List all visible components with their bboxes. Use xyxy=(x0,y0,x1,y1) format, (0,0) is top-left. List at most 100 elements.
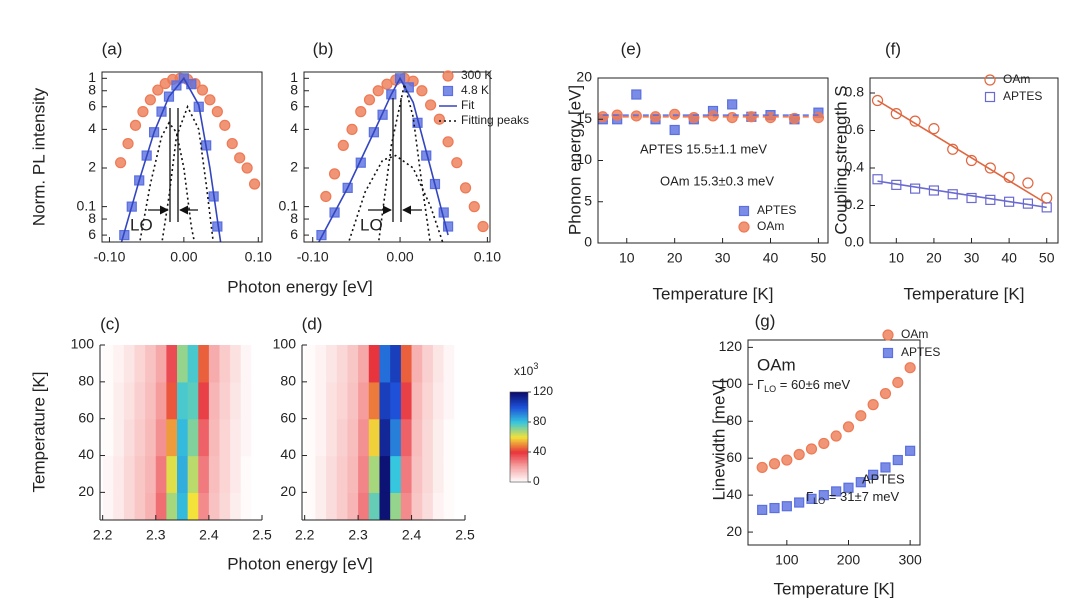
x-axis-label: Temperature [K] xyxy=(904,284,1025,303)
axes-frame xyxy=(303,71,491,243)
heat-cell xyxy=(208,381,221,420)
heat-cell xyxy=(358,455,370,493)
x-tick-label: 0.00 xyxy=(170,249,197,265)
y-tick-label: 60 xyxy=(280,409,296,425)
data-point xyxy=(812,111,825,124)
legend-marker xyxy=(442,85,454,97)
heat-cell xyxy=(145,345,157,383)
heat-cell xyxy=(198,381,210,420)
heat-cell xyxy=(443,345,455,383)
x-axis-label: Temperature [K] xyxy=(653,284,774,303)
data-point xyxy=(204,94,216,106)
colorbar-band xyxy=(510,438,528,441)
heat-cell xyxy=(240,492,252,520)
heat-cell xyxy=(347,345,359,383)
panel-title: (b) xyxy=(313,39,334,58)
data-point xyxy=(328,168,341,180)
heat-cell xyxy=(251,455,262,493)
heat-cell xyxy=(422,492,434,520)
panel-title: (a) xyxy=(102,39,123,58)
data-point xyxy=(855,410,867,422)
heat-cell xyxy=(113,492,125,520)
data-point xyxy=(756,461,768,474)
series-line xyxy=(317,76,449,242)
x-tick-label: 10 xyxy=(619,250,635,266)
heat-cell xyxy=(326,345,338,383)
y-tick-label: 1 xyxy=(88,69,96,85)
heat-cell xyxy=(166,345,178,383)
heat-cell xyxy=(187,345,199,383)
heat-cell xyxy=(347,492,359,520)
heat-cell xyxy=(219,455,231,493)
data-point xyxy=(793,448,805,461)
data-point xyxy=(631,89,642,100)
data-point xyxy=(892,376,904,389)
data-point xyxy=(928,123,940,135)
colorbar-band xyxy=(510,426,528,429)
data-point xyxy=(818,437,830,450)
data-point xyxy=(316,229,327,241)
data-point xyxy=(757,504,768,516)
data-point xyxy=(425,99,437,111)
colorbar-tick-label: 80 xyxy=(533,414,547,428)
data-point xyxy=(805,443,818,455)
data-point xyxy=(137,106,149,118)
colorbar-band xyxy=(510,443,528,445)
x-tick-label: 2.4 xyxy=(402,527,422,543)
colorbar-band xyxy=(510,480,528,483)
data-point xyxy=(211,106,223,118)
axes-frame xyxy=(747,339,921,546)
heat-cell xyxy=(358,345,370,383)
series-line xyxy=(120,76,222,242)
heat-cell xyxy=(219,381,231,420)
heat-cell xyxy=(368,492,381,520)
data-point xyxy=(129,119,142,131)
heat-cell xyxy=(230,345,242,383)
y-tick-label: 6 xyxy=(88,226,96,242)
data-point xyxy=(910,183,921,194)
heat-cell xyxy=(411,345,423,383)
heat-cell xyxy=(113,345,125,383)
heat-cell xyxy=(454,381,465,420)
colorbar-band xyxy=(510,405,528,408)
data-point xyxy=(781,454,793,466)
data-point xyxy=(688,111,700,124)
legend-marker xyxy=(882,347,894,359)
heat-cell xyxy=(198,455,210,493)
colorbar-band xyxy=(510,437,528,439)
legend-label: APTES xyxy=(757,203,796,217)
heat-cell xyxy=(230,492,242,520)
heat-cell xyxy=(240,345,252,383)
annotation-text: = 60±6 meV xyxy=(776,377,850,392)
legend-label: APTES xyxy=(901,345,940,359)
legend-label: OAm xyxy=(757,219,784,233)
y-tick-label: 80 xyxy=(280,373,296,389)
heat-cell xyxy=(145,492,157,520)
data-point xyxy=(337,139,349,152)
heat-cell xyxy=(134,345,146,383)
heat-cell xyxy=(208,418,221,457)
y-tick-label: 8 xyxy=(88,81,96,97)
data-point xyxy=(234,152,246,164)
data-point xyxy=(842,421,855,433)
annotation: OAm xyxy=(757,355,796,374)
heat-cell xyxy=(240,381,252,420)
y-tick-label: 4 xyxy=(88,120,96,136)
heat-cell xyxy=(390,345,402,383)
legend-label: OAm xyxy=(901,327,928,341)
data-point xyxy=(144,94,156,106)
heat-cell xyxy=(454,492,465,520)
data-point xyxy=(806,493,817,504)
colorbar-frame xyxy=(509,391,529,483)
y-tick-label: 20 xyxy=(78,483,94,499)
heat-cell xyxy=(326,455,338,493)
colorbar-band xyxy=(510,404,528,406)
x-tick-label: 50 xyxy=(811,250,827,266)
y-tick-label: 120 xyxy=(719,338,743,354)
heat-cell xyxy=(177,492,189,520)
legend-marker xyxy=(984,91,996,103)
data-point xyxy=(764,111,777,124)
y-tick-label: 100 xyxy=(719,375,743,391)
y-tick-label: 0 xyxy=(584,234,592,250)
x-axis-label: Photon energy [eV] xyxy=(227,554,373,573)
